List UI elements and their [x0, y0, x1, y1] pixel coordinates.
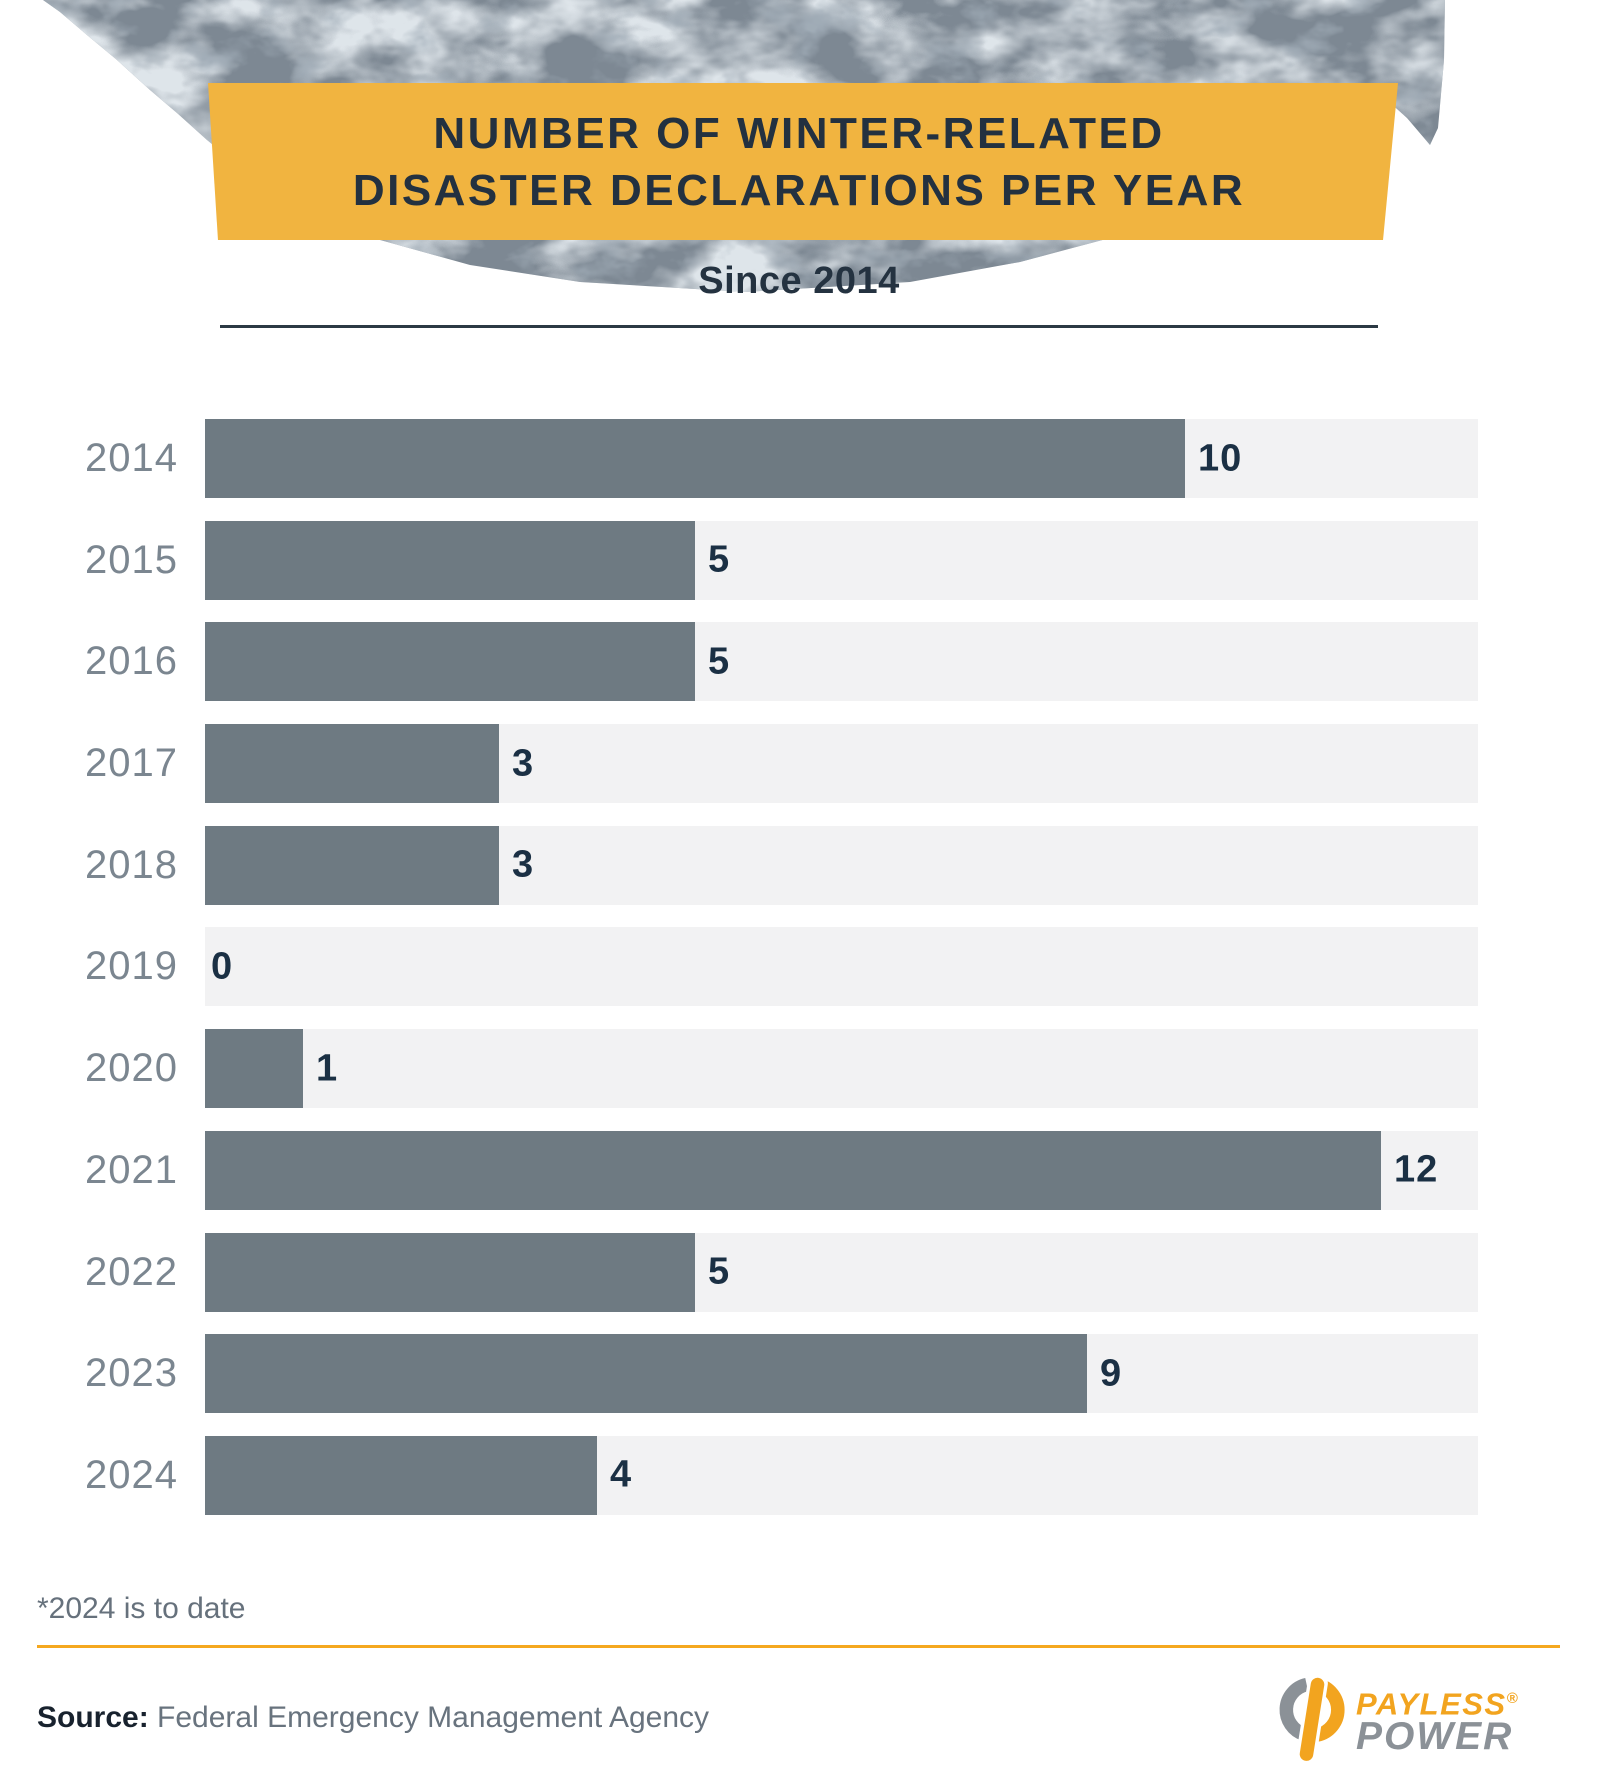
source-label: Source:: [37, 1701, 149, 1734]
subtitle-divider: [220, 325, 1378, 328]
value-label: 4: [610, 1453, 633, 1496]
year-label: 2022: [85, 1249, 178, 1294]
value-label: 3: [512, 843, 535, 886]
value-label: 3: [512, 742, 535, 785]
value-label: 5: [708, 1250, 731, 1293]
year-label: 2019: [85, 944, 178, 989]
chart-row: 2020 1: [0, 1029, 1478, 1109]
value-label: 5: [708, 640, 731, 683]
bar: [205, 825, 499, 905]
bar-track: 3: [205, 825, 1478, 905]
title-banner: NUMBER OF WINTER-RELATED DISASTER DECLAR…: [208, 83, 1398, 240]
value-label: 12: [1394, 1148, 1439, 1191]
footer-accent-rule: [37, 1645, 1560, 1648]
bar: [205, 1334, 1087, 1414]
chart-row: 2017 3: [0, 724, 1478, 804]
year-label: 2016: [85, 639, 178, 684]
payless-power-logo: PAYLESS® POWER: [1278, 1676, 1519, 1764]
bar: [205, 1435, 597, 1515]
bar: [205, 622, 695, 702]
chart-row: 2019 0: [0, 927, 1478, 1007]
registered-mark: ®: [1506, 1690, 1520, 1707]
year-label: 2021: [85, 1147, 178, 1192]
bar-track: 9: [205, 1334, 1478, 1414]
brand-power: POWER: [1356, 1715, 1514, 1759]
bar-track: 0: [205, 927, 1478, 1007]
chart-row: 2015 5: [0, 520, 1478, 600]
chart-footnote: *2024 is to date: [37, 1592, 246, 1625]
chart-title-line-2: DISASTER DECLARATIONS PER YEAR: [352, 165, 1246, 215]
chart-row: 2021 12: [0, 1130, 1478, 1210]
year-label: 2020: [85, 1046, 178, 1091]
value-label: 10: [1198, 437, 1243, 479]
bar-chart: 2014 10 2015 5 2016 5 2017 3 2018 3 2019 0 2020 1 2021…: [0, 419, 1478, 1538]
chart-row: 2022 5: [0, 1232, 1478, 1312]
chart-row: 2024 4: [0, 1435, 1478, 1515]
bar: [205, 1232, 695, 1312]
bar-track: 12: [205, 1130, 1478, 1210]
chart-title-line-1: NUMBER OF WINTER-RELATED: [433, 108, 1165, 158]
year-label: 2015: [85, 537, 178, 582]
bar: [205, 1029, 303, 1109]
chart-row: 2023 9: [0, 1334, 1478, 1414]
value-label: 5: [708, 538, 731, 581]
bar-track: 3: [205, 724, 1478, 804]
value-label: 1: [316, 1047, 339, 1090]
bar-track: 5: [205, 1232, 1478, 1312]
brand-payless: PAYLESS®: [1356, 1686, 1520, 1722]
year-label: 2018: [85, 842, 178, 887]
bar-track: 10: [205, 419, 1478, 498]
bar-track: 5: [205, 622, 1478, 702]
year-label: 2023: [85, 1351, 178, 1396]
value-label: 0: [211, 945, 234, 988]
value-label: 9: [1100, 1352, 1123, 1395]
bar-track: 1: [205, 1029, 1478, 1109]
bar: [205, 520, 695, 600]
chart-row: 2014 10: [0, 419, 1478, 498]
bar: [205, 724, 499, 804]
chart-row: 2016 5: [0, 622, 1478, 702]
year-label: 2017: [85, 741, 178, 786]
source-text: Federal Emergency Management Agency: [148, 1701, 710, 1734]
chart-row: 2018 3: [0, 825, 1478, 905]
bar-track: 4: [205, 1435, 1478, 1515]
source-line: Source: Federal Emergency Management Age…: [37, 1701, 709, 1735]
bar-track: 5: [205, 520, 1478, 600]
chart-subtitle: Since 2014: [698, 260, 900, 302]
bar: [205, 419, 1185, 498]
year-label: 2014: [85, 436, 178, 480]
bar: [205, 1130, 1381, 1210]
payless-power-logo-icon: [1278, 1676, 1346, 1764]
payless-power-wordmark: PAYLESS® POWER: [1356, 1676, 1519, 1764]
year-label: 2024: [85, 1452, 178, 1497]
